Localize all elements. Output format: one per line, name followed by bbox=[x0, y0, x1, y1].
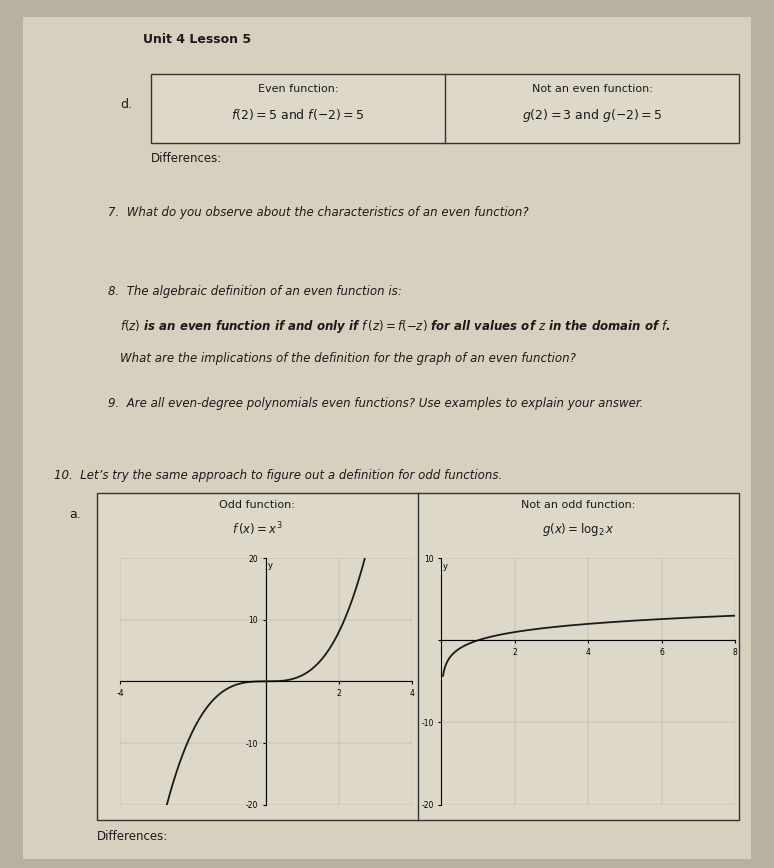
Text: Unit 4 Lesson 5: Unit 4 Lesson 5 bbox=[143, 33, 252, 46]
Text: 8.  The algebraic definition of an even function is:: 8. The algebraic definition of an even f… bbox=[108, 285, 402, 298]
Text: What are the implications of the definition for the graph of an even function?: What are the implications of the definit… bbox=[120, 352, 576, 365]
Text: a.: a. bbox=[70, 508, 81, 521]
Text: $f(2) = 5$ and $f(-2) = 5$: $f(2) = 5$ and $f(-2) = 5$ bbox=[231, 107, 365, 122]
Text: $f\,(x) = x^3$: $f\,(x) = x^3$ bbox=[232, 521, 283, 538]
Text: 10.  Let’s try the same approach to figure out a definition for odd functions.: 10. Let’s try the same approach to figur… bbox=[54, 469, 502, 482]
Text: $g(2) = 3$ and $g(-2) = 5$: $g(2) = 3$ and $g(-2) = 5$ bbox=[522, 107, 663, 124]
Text: Odd function:: Odd function: bbox=[219, 500, 296, 510]
Text: 7.  What do you observe about the characteristics of an even function?: 7. What do you observe about the charact… bbox=[108, 206, 529, 219]
Text: Differences:: Differences: bbox=[151, 152, 222, 165]
Text: 9.  Are all even-degree polynomials even functions? Use examples to explain your: 9. Are all even-degree polynomials even … bbox=[108, 397, 644, 410]
Text: d.: d. bbox=[120, 98, 132, 110]
Text: Not an odd function:: Not an odd function: bbox=[522, 500, 635, 510]
Text: Differences:: Differences: bbox=[97, 830, 168, 843]
Text: y: y bbox=[443, 562, 448, 571]
Bar bbox=[97, 493, 739, 820]
Text: Not an even function:: Not an even function: bbox=[532, 84, 652, 95]
Text: y: y bbox=[268, 562, 272, 570]
Text: $f(z)$ is an even function if and only if $f\,(z)=f(-z)$ for all values of $z$ i: $f(z)$ is an even function if and only i… bbox=[120, 318, 670, 335]
Bar bbox=[151, 74, 739, 143]
Text: Even function:: Even function: bbox=[258, 84, 338, 95]
Text: $g(x) = \log_2 x$: $g(x) = \log_2 x$ bbox=[543, 521, 615, 538]
